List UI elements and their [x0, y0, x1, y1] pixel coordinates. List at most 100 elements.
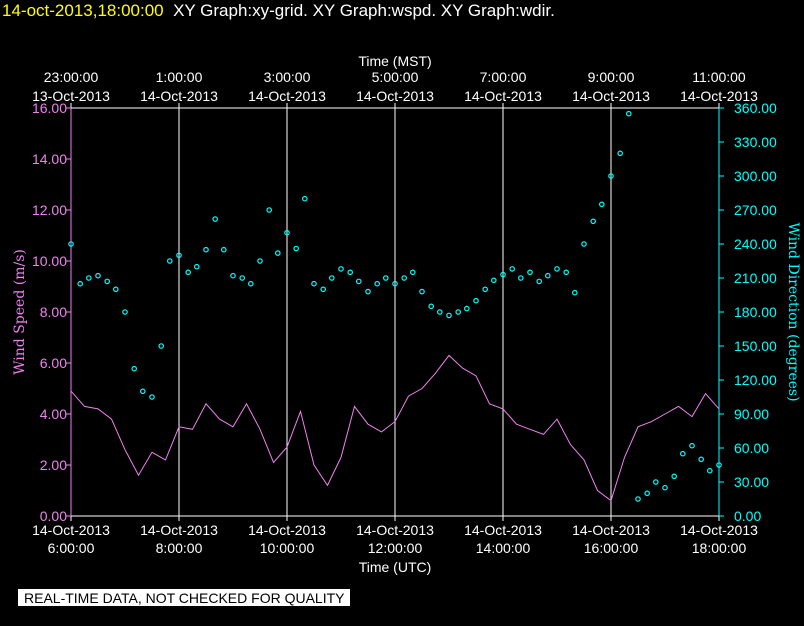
wind-direction-point	[419, 288, 425, 295]
wind-direction-point	[328, 275, 335, 281]
left-tick-label: 2.00	[40, 457, 67, 473]
wind-direction-point	[86, 275, 92, 281]
wind-speed-line	[70, 354, 720, 502]
wind-direction-point	[598, 201, 605, 208]
wind-direction-point	[554, 266, 560, 272]
left-axis-label: Wind Speed (m/s)	[12, 249, 28, 375]
right-tick-label: 360.00	[734, 100, 777, 116]
wind-direction-point	[122, 309, 128, 315]
top-tick-date: 14-Oct-2013	[356, 88, 434, 104]
wind-direction-point	[68, 241, 74, 247]
right-tick-label: 330.00	[734, 134, 777, 150]
wind-direction-point	[706, 467, 713, 474]
right-tick-label: 90.00	[734, 406, 769, 422]
wind-direction-point	[527, 269, 533, 276]
wind-direction-point	[221, 246, 227, 253]
bottom-tick-date: 14-Oct-2013	[356, 522, 434, 538]
bottom-tick-date: 14-Oct-2013	[464, 522, 542, 538]
right-tick-label: 210.00	[734, 270, 777, 286]
wind-direction-point	[95, 272, 101, 279]
right-tick-label: 180.00	[734, 304, 777, 320]
wind-direction-point	[374, 280, 381, 287]
wind-direction-point	[284, 229, 290, 236]
wind-direction-point	[274, 250, 281, 256]
wind-direction-point	[490, 277, 497, 284]
wind-direction-point	[463, 305, 470, 312]
wind-direction-point	[455, 309, 462, 315]
wind-direction-point	[311, 280, 317, 287]
wind-direction-point	[230, 272, 236, 279]
bottom-tick-date: 14-Oct-2013	[32, 522, 110, 538]
wind-direction-point	[77, 280, 84, 287]
wind-direction-point	[536, 278, 543, 285]
wind-direction-point	[401, 275, 408, 281]
right-tick-label: 150.00	[734, 338, 777, 354]
wind-direction-point	[409, 269, 416, 276]
right-tick-label: 30.00	[734, 474, 769, 490]
top-tick-date: 14-Oct-2013	[140, 88, 218, 104]
title-datetime: 14-oct-2013,18:00:00	[2, 1, 164, 20]
wind-direction-point	[320, 286, 327, 293]
bottom-tick-date: 14-Oct-2013	[680, 522, 758, 538]
top-tick-time: 11:00:00	[692, 69, 746, 85]
top-tick-time: 1:00:00	[156, 69, 203, 85]
left-tick-label: 0.00	[40, 508, 67, 524]
top-tick-time: 7:00:00	[480, 69, 527, 85]
right-tick-label: 60.00	[734, 440, 769, 456]
wind-direction-point	[428, 303, 435, 310]
wind-direction-point	[203, 246, 209, 253]
right-tick-label: 0.00	[734, 508, 761, 524]
quality-notice: REAL-TIME DATA, NOT CHECKED FOR QUALITY	[18, 589, 351, 606]
wind-direction-point	[347, 269, 354, 276]
wind-direction-point	[716, 462, 722, 468]
wind-direction-point	[149, 394, 155, 400]
wind-direction-point	[590, 218, 597, 225]
bottom-axis-label: Time (UTC)	[359, 559, 432, 575]
wind-direction-point	[500, 271, 506, 278]
wind-direction-point	[185, 269, 192, 276]
wind-direction-point	[652, 479, 659, 485]
wind-direction-point	[679, 450, 686, 457]
top-tick-date: 14-Oct-2013	[248, 88, 326, 104]
right-tick-label: 270.00	[734, 202, 777, 218]
wind-direction-point	[635, 496, 641, 502]
wind-direction-point	[301, 195, 308, 202]
bottom-tick-time: 16:00:00	[584, 540, 639, 556]
wind-direction-point	[671, 473, 678, 480]
wind-direction-point	[544, 272, 551, 279]
wind-direction-point	[617, 150, 624, 157]
left-tick-label: 10.00	[32, 253, 67, 269]
wind-direction-point	[382, 275, 389, 281]
wind-direction-point	[436, 309, 443, 315]
bottom-tick-time: 10:00:00	[260, 540, 315, 556]
wind-direction-point	[355, 278, 362, 285]
wind-direction-point	[644, 490, 651, 497]
title-graphs: XY Graph:xy-grid. XY Graph:wspd. XY Grap…	[173, 1, 555, 20]
bottom-tick-date: 14-Oct-2013	[140, 522, 218, 538]
bottom-tick-time: 18:00:00	[692, 540, 747, 556]
wind-direction-point	[167, 258, 173, 264]
top-tick-time: 9:00:00	[588, 69, 635, 85]
wind-direction-point	[608, 173, 614, 179]
wind-direction-point	[248, 280, 254, 287]
top-tick-date: 14-Oct-2013	[572, 88, 650, 104]
wind-direction-point	[509, 266, 516, 272]
top-axis-label: Time (MST)	[358, 53, 431, 69]
wind-direction-point	[140, 388, 146, 395]
top-tick-date: 14-Oct-2013	[680, 88, 758, 104]
top-tick-date: 13-Oct-2013	[32, 88, 110, 104]
left-tick-label: 12.00	[32, 202, 67, 218]
wind-direction-point	[698, 456, 705, 463]
wind-direction-point	[212, 216, 219, 222]
top-tick-time: 3:00:00	[264, 69, 311, 85]
right-tick-label: 240.00	[734, 236, 777, 252]
bottom-tick-date: 14-Oct-2013	[248, 522, 326, 538]
wind-direction-point	[257, 258, 263, 264]
wind-direction-point	[194, 263, 200, 270]
left-tick-label: 6.00	[40, 355, 67, 371]
bottom-tick-date: 14-Oct-2013	[572, 522, 650, 538]
wind-direction-point	[158, 343, 165, 349]
bottom-tick-time: 8:00:00	[156, 540, 203, 556]
right-tick-label: 300.00	[734, 168, 777, 184]
left-tick-label: 16.00	[32, 100, 67, 116]
